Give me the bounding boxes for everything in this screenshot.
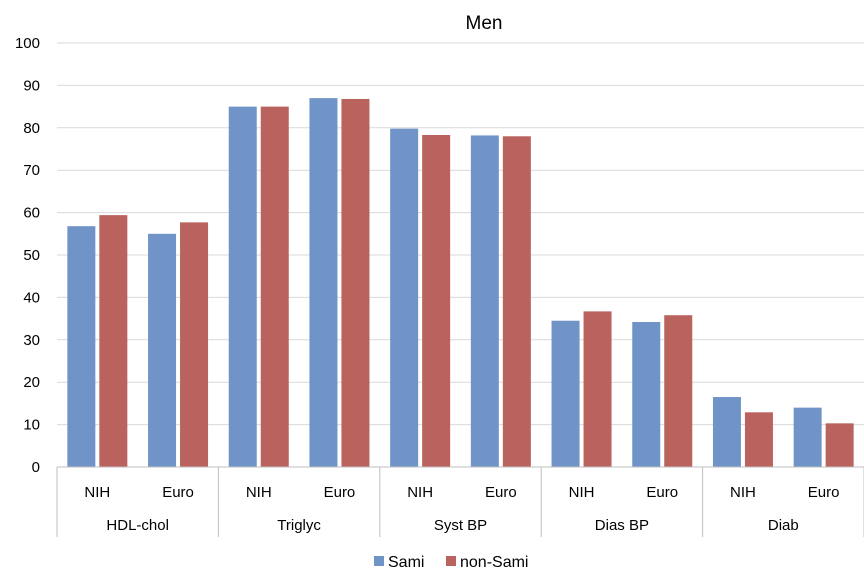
bar-sami-8 bbox=[712, 397, 741, 467]
y-tick-label: 10 bbox=[23, 417, 40, 434]
bar-non-sami-5 bbox=[502, 136, 531, 467]
bar-non-sami-6 bbox=[583, 311, 612, 467]
x-tick-label: Euro bbox=[485, 484, 517, 501]
y-tick-label: 100 bbox=[15, 35, 40, 52]
legend-swatch bbox=[374, 556, 384, 566]
gridlines bbox=[57, 42, 864, 426]
y-tick-label: 0 bbox=[32, 459, 40, 476]
bar-sami-9 bbox=[793, 407, 822, 467]
x-tick-label: NIH bbox=[407, 484, 433, 501]
bar-sami-5 bbox=[470, 135, 499, 467]
bar-non-sami-0 bbox=[99, 215, 128, 467]
group-label: Diab bbox=[768, 517, 799, 534]
y-tick-label: 20 bbox=[23, 374, 40, 391]
legend-label: non-Sami bbox=[460, 554, 528, 571]
bar-non-sami-7 bbox=[664, 315, 693, 467]
group-label: Dias BP bbox=[595, 517, 649, 534]
x-tick-label: NIH bbox=[730, 484, 756, 501]
bar-non-sami-4 bbox=[422, 135, 451, 467]
y-tick-label: 30 bbox=[23, 332, 40, 349]
x-tick-label: NIH bbox=[569, 484, 595, 501]
group-label: Triglyc bbox=[277, 517, 321, 534]
group-label: Syst BP bbox=[434, 517, 487, 534]
bar-sami-2 bbox=[228, 106, 257, 467]
bar-sami-0 bbox=[67, 226, 96, 467]
chart-title: Men bbox=[466, 13, 503, 34]
bar-sami-4 bbox=[390, 128, 419, 467]
y-tick-label: 60 bbox=[23, 205, 40, 222]
x-tick-label: Euro bbox=[324, 484, 356, 501]
y-tick-label: 70 bbox=[23, 162, 40, 179]
y-tick-label: 50 bbox=[23, 247, 40, 264]
x-tick-label: Euro bbox=[808, 484, 840, 501]
x-tick-label: NIH bbox=[84, 484, 110, 501]
x-tick-label: Euro bbox=[646, 484, 678, 501]
x-tick-label: Euro bbox=[162, 484, 194, 501]
group-label: HDL-chol bbox=[106, 517, 169, 534]
bar-non-sami-8 bbox=[744, 412, 773, 467]
bar-non-sami-2 bbox=[260, 106, 289, 467]
bar-sami-1 bbox=[148, 233, 177, 467]
y-tick-label: 80 bbox=[23, 120, 40, 137]
legend-swatch bbox=[446, 556, 456, 566]
bar-non-sami-1 bbox=[180, 222, 209, 467]
bar-sami-6 bbox=[551, 320, 580, 467]
bars bbox=[67, 98, 854, 468]
legend-label: Sami bbox=[388, 554, 424, 571]
x-tick-label: NIH bbox=[246, 484, 272, 501]
legend: Sami non-Sami bbox=[374, 554, 528, 571]
bar-sami-3 bbox=[309, 98, 338, 468]
bar-sami-7 bbox=[632, 321, 661, 467]
bar-non-sami-9 bbox=[825, 423, 854, 467]
y-tick-label: 90 bbox=[23, 77, 40, 94]
bar-non-sami-3 bbox=[341, 98, 370, 467]
x-axis: NIH Euro NIH Euro NIH Euro NIH Euro NIH Euro HDL-c… bbox=[56, 466, 864, 537]
y-tick-label: 40 bbox=[23, 289, 40, 306]
y-axis-ticks: 0 10 20 30 40 50 60 70 80 90 100 bbox=[15, 35, 40, 476]
